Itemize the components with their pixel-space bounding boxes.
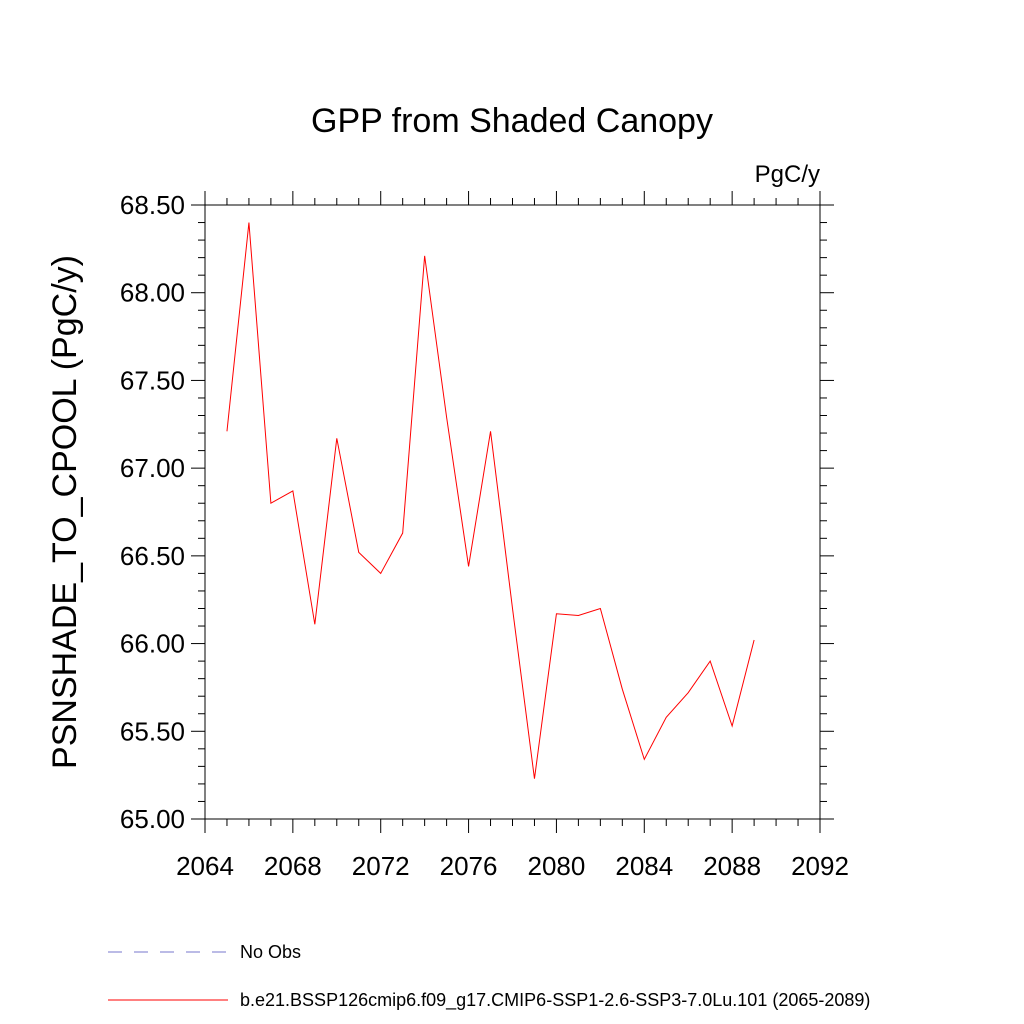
data-point (599, 607, 602, 610)
y-tick-label: 67.50 (120, 365, 185, 395)
data-point (687, 691, 690, 694)
x-tick-label: 2068 (264, 851, 322, 881)
plot-frame (204, 204, 821, 820)
series-line (226, 222, 755, 779)
x-tick-label: 2080 (528, 851, 586, 881)
x-tick-label: 2076 (440, 851, 498, 881)
data-point (401, 532, 404, 535)
data-point (313, 623, 316, 626)
x-tick-label: 2084 (615, 851, 673, 881)
data-point (511, 607, 514, 610)
y-tick-label: 67.00 (120, 453, 185, 483)
axis-ticks (191, 191, 834, 833)
y-tick-label: 68.50 (120, 190, 185, 220)
y-tick-label: 65.00 (120, 804, 185, 834)
data-point (577, 614, 580, 617)
legend-label: b.e21.BSSP126cmip6.f09_g17.CMIP6-SSP1-2.… (240, 990, 870, 1011)
y-tick-labels: 65.00 65.50 66.00 66.50 67.00 67.50 68.00 68.50 (120, 190, 185, 834)
data-point (621, 688, 624, 691)
data-point (357, 551, 360, 554)
data-point (247, 221, 250, 224)
data-point (335, 437, 338, 440)
x-tick-label: 2072 (352, 851, 410, 881)
x-tick-labels: 2064 2068 2072 2076 2080 2084 2088 2092 (176, 851, 849, 881)
y-tick-label: 66.50 (120, 541, 185, 571)
data-point (445, 416, 448, 419)
chart-title: GPP from Shaded Canopy (311, 102, 713, 140)
data-point (665, 716, 668, 719)
x-tick-label: 2088 (703, 851, 761, 881)
y-tick-label: 65.50 (120, 716, 185, 746)
data-point (423, 254, 426, 257)
series-group (225, 221, 756, 780)
data-point (291, 489, 294, 492)
units-label: PgC/y (755, 161, 820, 188)
data-point (269, 502, 272, 505)
legend-label: No Obs (240, 942, 301, 962)
y-tick-label: 68.00 (120, 278, 185, 308)
data-point (225, 430, 228, 433)
data-point (643, 758, 646, 761)
data-point (709, 660, 712, 663)
x-tick-label: 2092 (791, 851, 849, 881)
data-point (533, 777, 536, 780)
data-point (555, 612, 558, 615)
data-point (489, 430, 492, 433)
data-point (753, 639, 756, 642)
y-axis-label: PSNSHADE_TO_CPOOL (PgC/y) (46, 255, 84, 769)
data-point (731, 725, 734, 728)
x-tick-label: 2064 (176, 851, 234, 881)
data-point (467, 565, 470, 568)
data-point (379, 572, 382, 575)
legend: No Obs b.e21.BSSP126cmip6.f09_g17.CMIP6-S… (108, 942, 870, 1011)
y-tick-label: 66.00 (120, 629, 185, 659)
